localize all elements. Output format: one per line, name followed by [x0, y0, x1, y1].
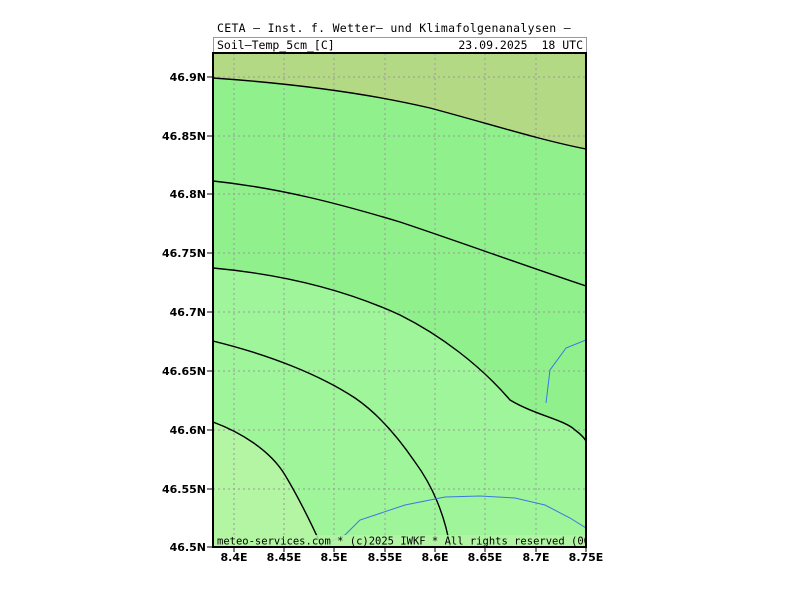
lat-tick: 46.55N — [162, 483, 213, 496]
lat-label: 46.55N — [162, 483, 206, 496]
map-frame — [212, 52, 587, 548]
valid-time: 23.09.2025 18 UTC — [458, 38, 583, 52]
lat-tick: 46.5N — [170, 541, 213, 554]
river-line — [329, 495, 586, 543]
contour-line — [213, 180, 586, 287]
lat-label: 46.65N — [162, 365, 206, 378]
map-grid — [213, 53, 586, 547]
lon-label: 8.45E — [267, 551, 302, 564]
lon-tick: 8.65E — [468, 547, 503, 564]
lon-label: 8.75E — [569, 551, 604, 564]
lat-tick: 46.7N — [170, 306, 213, 319]
lon-tick: 8.6E — [421, 547, 449, 564]
lon-label: 8.55E — [368, 551, 403, 564]
lat-label: 46.9N — [170, 71, 206, 84]
map-field: meteo-services.com * (c)2025 IWKF * All … — [213, 53, 622, 548]
lon-tick: 8.4E — [220, 547, 248, 564]
lat-tick: 46.8N — [170, 188, 213, 201]
lat-tick: 46.6N — [170, 424, 213, 437]
map-title: CETA — Inst. f. Wetter— und Klimafolgena… — [217, 21, 571, 35]
lat-tick: 46.65N — [162, 365, 213, 378]
lon-label: 8.4E — [220, 551, 247, 564]
contour-lines — [213, 77, 586, 547]
contour-line — [213, 77, 586, 150]
lat-label: 46.85N — [162, 130, 206, 143]
lat-label: 46.75N — [162, 247, 206, 260]
lon-label: 8.65E — [468, 551, 503, 564]
lat-label: 46.8N — [170, 188, 206, 201]
lat-label: 46.7N — [170, 306, 206, 319]
contour-line — [213, 421, 323, 547]
lon-tick: 8.5E — [320, 547, 348, 564]
lon-label: 8.7E — [522, 551, 549, 564]
latitude-axis: 46.9N 46.85N 46.8N 46.75N 46.7N 46.65N 4… — [162, 71, 213, 554]
lon-tick: 8.55E — [368, 547, 403, 564]
lat-label: 46.5N — [170, 541, 206, 554]
lat-tick: 46.85N — [162, 130, 213, 143]
contour-line — [213, 267, 586, 443]
temp-band-3 — [213, 422, 322, 547]
credit-text: meteo-services.com * (c)2025 IWKF * All … — [217, 536, 622, 548]
contour-line — [213, 340, 451, 547]
credit-band — [213, 535, 586, 547]
river-line — [545, 339, 586, 404]
temp-band-2 — [213, 268, 586, 547]
lat-label: 46.6N — [170, 424, 206, 437]
field-name: Soil—Temp_5cm_[C] — [217, 38, 335, 52]
longitude-axis: 8.4E 8.45E 8.5E 8.55E 8.6E 8.65E 8.7E 8.… — [220, 547, 603, 564]
lat-tick: 46.75N — [162, 247, 213, 260]
lon-tick: 8.45E — [267, 547, 302, 564]
river-lines — [329, 339, 586, 543]
lon-tick: 8.75E — [569, 547, 604, 564]
lat-tick: 46.9N — [170, 71, 213, 84]
lon-label: 8.6E — [421, 551, 448, 564]
lon-tick: 8.7E — [522, 547, 550, 564]
lon-label: 8.5E — [320, 551, 347, 564]
